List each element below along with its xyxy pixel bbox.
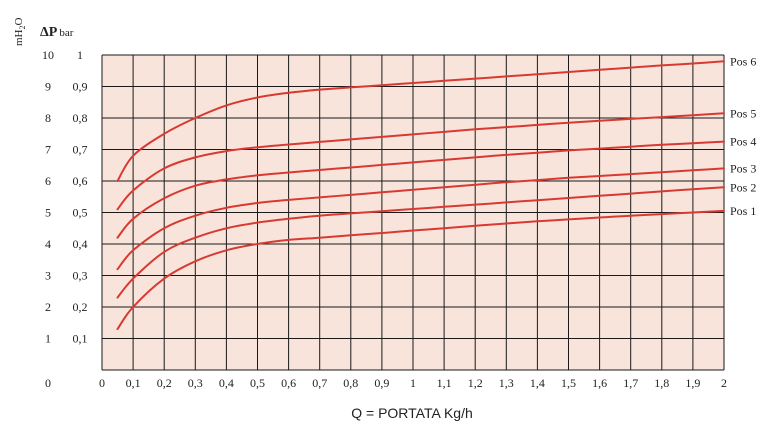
x-tick-label: 1,8 (654, 376, 669, 390)
y-tick-label: 0,7 (73, 143, 88, 157)
y2-tick-label: 7 (45, 143, 51, 157)
x-tick-label: 1,3 (499, 376, 514, 390)
y2-axis-unit-mh2o: mH2O (13, 18, 27, 47)
y-unit-p: P (49, 25, 58, 40)
y2-unit-tail: O (13, 18, 25, 26)
series-line-pos-4 (116, 140, 725, 239)
x-tick-label: 0,7 (312, 376, 327, 390)
series-label-pos-5: Pos 5 (730, 106, 756, 120)
y2-tick-label: 9 (45, 80, 51, 94)
x-tick-label: 1,9 (685, 376, 700, 390)
series-label-pos-1: Pos 1 (730, 204, 756, 218)
x-tick-label: 0,9 (374, 376, 389, 390)
series-line-pos-1 (116, 209, 725, 331)
y-tick-label: 1 (77, 48, 83, 62)
x-tick-label: 0,8 (343, 376, 358, 390)
x-tick-label: 1,4 (530, 376, 545, 390)
series-label-pos-3: Pos 3 (730, 161, 756, 175)
x-tick-label: 0 (99, 376, 105, 390)
y2-tick-label: 4 (45, 237, 51, 251)
grid (101, 54, 725, 371)
series-line-pos-6 (116, 60, 725, 182)
y2-tick-label: 10 (42, 48, 54, 62)
x-tick-label: 0,4 (219, 376, 234, 390)
y-tick-label: 0,2 (73, 300, 88, 314)
y-tick-label: 0,1 (73, 332, 88, 346)
y2-tick-label: 2 (45, 300, 51, 314)
x-tick-label: 1,7 (623, 376, 638, 390)
y-tick-label: 0,9 (73, 80, 88, 94)
series-label-pos-4: Pos 4 (730, 135, 756, 149)
y-tick-label: 0,3 (73, 269, 88, 283)
curves (116, 60, 725, 331)
x-tick-label: 0,6 (281, 376, 296, 390)
y-axis-unit-bar: ΔP bar (40, 25, 74, 40)
y-unit-bar-text: bar (59, 27, 73, 39)
series-label-pos-6: Pos 6 (730, 54, 756, 68)
series-label-pos-2: Pos 2 (730, 180, 756, 194)
x-tick-label: 1,5 (561, 376, 576, 390)
y2-unit-main: mH (13, 29, 25, 46)
x-axis-title: Q = PORTATA Kg/h (351, 405, 473, 421)
y2-tick-label: 3 (45, 269, 51, 283)
y-unit-delta: Δ (40, 25, 49, 40)
y2-tick-label: 1 (45, 332, 51, 346)
y-tick-label: 0,4 (73, 237, 88, 251)
x-tick-label: 0,3 (188, 376, 203, 390)
y2-tick-label: 6 (45, 174, 51, 188)
labels: 0 0,1 0,2 0,3 0,4 0,5 0,6 0,7 0,8 0,9 1 1,1 1,2 1,3 1,… (42, 48, 756, 390)
series-line-pos-2 (116, 186, 725, 299)
y2-tick-label: 0 (45, 376, 51, 390)
y2-tick-label: 5 (45, 206, 51, 220)
x-tick-label: 1,1 (437, 376, 452, 390)
y2-tick-label: 8 (45, 111, 51, 125)
x-tick-label: 1,2 (468, 376, 483, 390)
x-tick-label: 0,2 (157, 376, 172, 390)
y-tick-label: 0,8 (73, 111, 88, 125)
x-tick-label: 0,5 (250, 376, 265, 390)
x-tick-label: 1 (410, 376, 416, 390)
y-tick-label: 0,6 (73, 174, 88, 188)
series-line-pos-5 (116, 112, 725, 211)
y2-unit-sub: 2 (18, 26, 27, 30)
series-line-pos-3 (116, 167, 725, 271)
x-tick-label: 0,1 (126, 376, 141, 390)
y-tick-label: 0,5 (73, 206, 88, 220)
x-tick-label: 1,6 (592, 376, 607, 390)
x-tick-label: 2 (721, 376, 727, 390)
